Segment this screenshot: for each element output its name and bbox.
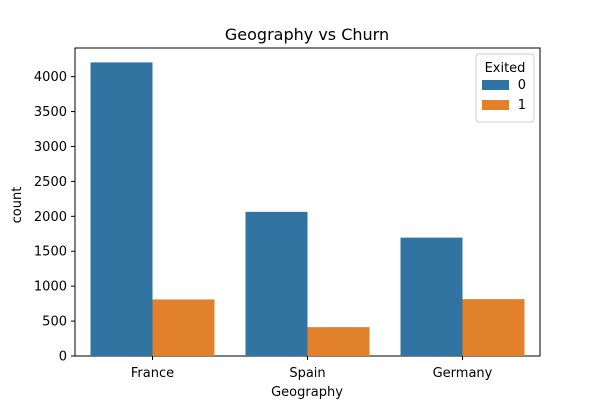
x-tick-label-spain: Spain — [289, 366, 325, 381]
legend: Exited 0 1 — [475, 53, 535, 123]
y-tick-label: 1000 — [34, 280, 67, 295]
legend-swatch-1 — [482, 100, 509, 110]
y-tick-label: 2000 — [34, 210, 67, 225]
y-tick-label: 3000 — [34, 140, 67, 155]
bar-spain-exited-0 — [245, 211, 308, 356]
y-tick-label: 2500 — [34, 175, 67, 190]
y-tick-label: 4000 — [34, 70, 67, 85]
bar-spain-exited-1 — [307, 327, 370, 356]
x-axis-label: Geography — [271, 385, 343, 400]
y-tick-label: 1500 — [34, 245, 67, 260]
bar-france-exited-1 — [152, 299, 215, 356]
y-axis-label: count — [10, 187, 25, 224]
legend-swatch-0 — [482, 80, 509, 90]
bar-germany-exited-1 — [462, 299, 525, 356]
y-tick-label: 0 — [59, 350, 67, 365]
legend-title: Exited — [485, 61, 526, 76]
x-tick-label-germany: Germany — [433, 366, 493, 381]
legend-label-1: 1 — [518, 98, 526, 113]
x-tick-label-france: France — [131, 366, 174, 381]
y-tick-label: 500 — [42, 315, 67, 330]
legend-label-0: 0 — [518, 78, 526, 93]
chart-title: Geography vs Churn — [225, 25, 389, 44]
bars — [90, 62, 525, 357]
x-axis: France Spain Germany — [131, 356, 493, 381]
y-axis: 0 500 1000 1500 2000 2500 3000 3500 4000 — [34, 70, 75, 365]
y-tick-label: 3500 — [34, 105, 67, 120]
bar-france-exited-0 — [90, 62, 153, 357]
bar-germany-exited-0 — [400, 237, 463, 356]
